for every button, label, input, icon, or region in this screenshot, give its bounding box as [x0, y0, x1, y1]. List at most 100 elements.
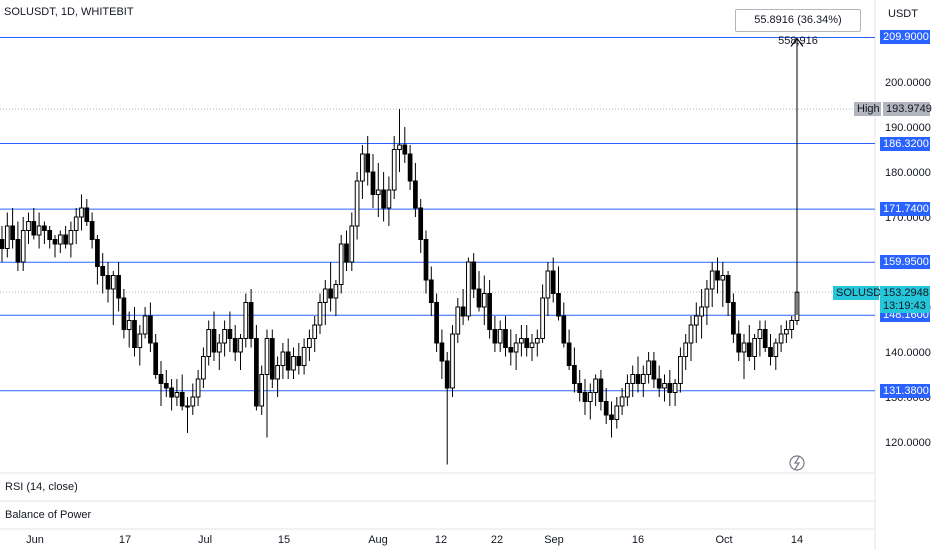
candle-body: [587, 392, 593, 402]
candle: [762, 320, 768, 352]
candle: [68, 221, 74, 258]
candle-body: [47, 230, 53, 240]
candle: [163, 370, 169, 397]
candle: [4, 212, 10, 258]
candle-body: [344, 243, 349, 263]
candle-body: [349, 225, 355, 263]
candle-body: [619, 396, 625, 407]
candle-body: [662, 383, 667, 389]
candle: [545, 262, 551, 316]
candle: [280, 343, 286, 379]
y-tick-label: 200.0000: [885, 77, 931, 89]
candle-body: [259, 374, 265, 407]
y-tick-label: 180.0000: [885, 167, 931, 179]
x-axis-label: Jun: [26, 534, 44, 546]
candle-body: [529, 342, 535, 348]
candle: [264, 329, 270, 438]
currency-label[interactable]: USDT: [888, 8, 918, 20]
candle-body: [338, 243, 344, 285]
y-tick-label: 120.0000: [885, 437, 931, 449]
symbol-legend[interactable]: SOLUSDT, 1D, WHITEBIT: [4, 6, 134, 18]
candle-body: [577, 383, 583, 393]
candle: [190, 383, 196, 415]
candle-body: [762, 329, 768, 348]
last-symbol-tag: SOLUSDT: [833, 286, 888, 300]
candle: [603, 388, 609, 424]
candle-body: [381, 189, 386, 209]
y-tick-label: 190.0000: [885, 122, 931, 134]
candle-body: [89, 221, 95, 240]
candle-body: [10, 225, 15, 240]
rsi-pane-label[interactable]: RSI (14, close): [5, 481, 78, 493]
candle-body: [397, 144, 402, 150]
candle-body: [370, 171, 376, 195]
replay-icon[interactable]: [789, 455, 805, 471]
candle: [375, 163, 381, 217]
candles[interactable]: [0, 109, 800, 465]
candle-body: [195, 378, 201, 398]
measure-arrow[interactable]: [790, 37, 804, 316]
candle-body: [434, 302, 439, 344]
candle-body: [307, 338, 312, 348]
candle-body: [413, 180, 418, 209]
candle-body: [42, 225, 47, 231]
candle-body: [646, 360, 651, 375]
candle: [731, 293, 736, 343]
candle: [455, 298, 461, 343]
candle: [285, 338, 291, 379]
level-tag: 171.7400: [880, 202, 930, 217]
candle: [79, 194, 84, 231]
candle: [450, 325, 455, 397]
candle-body: [598, 378, 604, 402]
candle: [582, 379, 588, 415]
candle-body: [757, 329, 763, 339]
x-axis-label: 12: [435, 534, 447, 546]
candle: [460, 289, 466, 325]
candle-body: [418, 207, 424, 240]
candle-body: [667, 383, 673, 393]
candle-body: [63, 234, 68, 245]
candle: [609, 401, 614, 438]
candle: [391, 136, 397, 199]
candle: [418, 199, 424, 253]
candle-body: [174, 392, 180, 398]
candle: [784, 320, 789, 343]
candle: [715, 257, 720, 294]
candle-body: [365, 153, 371, 173]
candle-body: [31, 221, 37, 236]
candle-body: [158, 374, 164, 384]
candle: [132, 307, 137, 357]
candle-body: [391, 149, 397, 191]
candle-body: [354, 180, 360, 227]
candle-body: [773, 342, 779, 357]
candle: [423, 230, 429, 294]
candle-body: [725, 275, 731, 303]
candle-body: [720, 275, 726, 281]
bop-pane-label[interactable]: Balance of Power: [5, 509, 92, 521]
candle: [360, 145, 365, 199]
candle-body: [126, 320, 132, 330]
candle-body: [640, 374, 646, 384]
candle: [301, 338, 307, 375]
candle: [487, 280, 492, 339]
candle-body: [222, 329, 227, 344]
candle: [222, 320, 227, 357]
candle-body: [317, 302, 323, 326]
candle-body: [672, 383, 678, 393]
candle-body: [248, 302, 254, 339]
countdown-tag: 13:19:43: [880, 299, 930, 313]
replay-icon-bolt: [793, 456, 801, 470]
candle-body: [768, 347, 773, 357]
candle: [312, 316, 318, 352]
candle: [243, 293, 249, 348]
candle: [89, 212, 95, 249]
candle-body: [402, 144, 408, 155]
candle: [619, 388, 625, 415]
candle-body: [110, 275, 116, 290]
candle-body: [15, 239, 21, 263]
candle: [158, 361, 164, 406]
candle: [137, 325, 143, 366]
candle: [211, 311, 217, 361]
candle: [344, 230, 349, 271]
